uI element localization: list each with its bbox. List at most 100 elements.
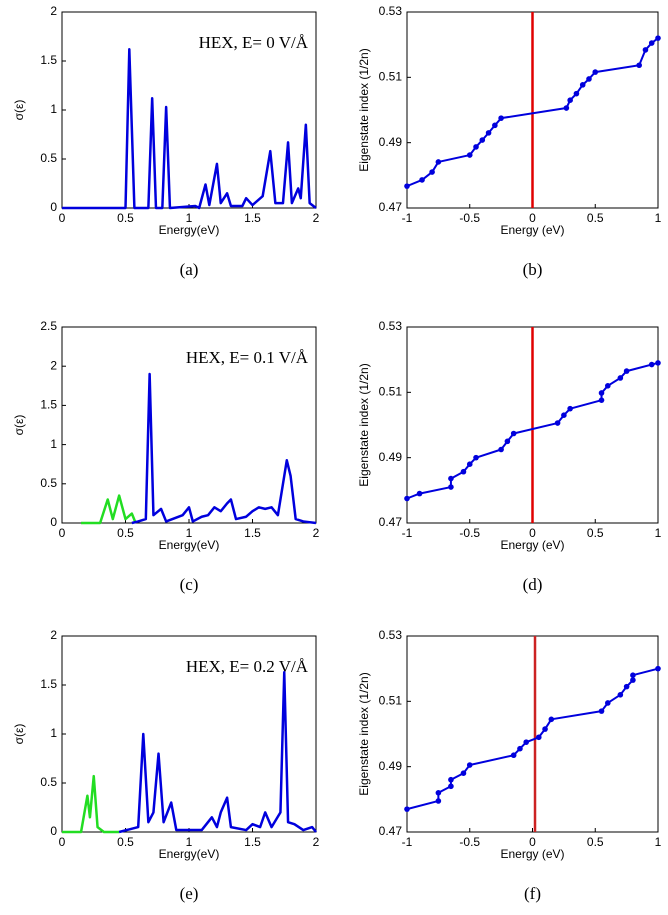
data-point — [642, 47, 649, 53]
data-point — [473, 454, 479, 461]
data-point — [605, 700, 611, 706]
x-tick-label: 0.5 — [587, 211, 604, 225]
data-point — [510, 752, 517, 759]
data-point — [510, 430, 517, 437]
x-tick-label: -0.5 — [459, 835, 480, 849]
y-tick-label: 0.53 — [379, 319, 403, 333]
x-tick-label: 2 — [313, 526, 320, 540]
data-point — [623, 683, 630, 690]
data-point — [548, 716, 555, 723]
x-tick-label: 1 — [186, 526, 193, 540]
x-tick-label: 0 — [529, 526, 536, 540]
x-tick-label: -0.5 — [459, 526, 480, 540]
y-tick-label: 0.47 — [379, 824, 403, 838]
y-tick-label: 0.49 — [379, 450, 403, 464]
y-tick-label: 2 — [50, 358, 57, 372]
data-point — [404, 183, 410, 189]
y-axis-label: Eigenstate index (1/2n) — [357, 672, 371, 795]
data-point — [598, 708, 605, 714]
data-point — [498, 115, 504, 121]
data-point — [517, 745, 523, 752]
y-tick-label: 0.47 — [379, 200, 403, 214]
data-point — [404, 495, 410, 502]
data-line — [406, 37, 659, 188]
data-point — [630, 677, 636, 683]
x-tick-label: -0.5 — [459, 211, 480, 225]
x-tick-label: 0.5 — [117, 211, 134, 225]
data-point — [435, 159, 442, 165]
data-point — [498, 446, 504, 453]
annotation: HEX, E= 0.2 V/Å — [186, 657, 309, 676]
data-line — [118, 671, 317, 834]
data-point — [416, 490, 423, 497]
data-point — [542, 726, 548, 732]
x-tick-label: 1.5 — [244, 835, 261, 849]
x-tick-label: 1.5 — [244, 526, 261, 540]
data-point — [448, 783, 454, 790]
y-tick-label: 0.5 — [40, 775, 57, 789]
x-tick-label: 0.5 — [587, 526, 604, 540]
data-point — [567, 97, 573, 103]
y-axis-label: Eigenstate index (1/2n) — [357, 363, 371, 486]
data-point — [554, 420, 561, 426]
y-tick-label: 0.5 — [40, 151, 57, 165]
x-tick-label: 2 — [313, 835, 320, 849]
x-axis-label: Energy(eV) — [159, 847, 220, 861]
data-point — [466, 461, 473, 468]
data-point — [563, 105, 570, 111]
x-tick-label: 0.5 — [117, 835, 134, 849]
y-tick-label: 0.51 — [379, 70, 403, 84]
panel-caption: (d) — [523, 575, 543, 594]
y-axis-label: σ(ε) — [12, 100, 26, 121]
y-tick-label: 1 — [50, 102, 57, 116]
annotation: HEX, E= 0.1 V/Å — [186, 348, 309, 367]
data-point — [617, 375, 624, 381]
y-tick-label: 1 — [50, 726, 57, 740]
y-tick-label: 0 — [50, 824, 57, 838]
data-point — [448, 475, 454, 482]
y-tick-label: 0.49 — [379, 135, 403, 149]
data-point — [466, 762, 473, 768]
data-line — [62, 774, 120, 834]
y-tick-label: 1.5 — [40, 398, 57, 412]
data-point — [648, 361, 655, 368]
data-point — [535, 734, 542, 741]
y-axis-label: Eigenstate index (1/2n) — [357, 48, 371, 171]
x-tick-label: -1 — [402, 835, 413, 849]
x-tick-label: 1.5 — [244, 211, 261, 225]
data-line — [62, 47, 317, 210]
x-tick-label: 0 — [59, 526, 66, 540]
x-axis-label: Energy (eV) — [500, 223, 564, 237]
data-point — [429, 169, 435, 175]
data-point — [567, 405, 573, 412]
x-axis-label: Energy (eV) — [500, 847, 564, 861]
data-point — [460, 770, 467, 776]
x-tick-label: 0.5 — [587, 835, 604, 849]
y-tick-label: 2 — [50, 4, 57, 18]
data-point — [561, 412, 567, 419]
x-tick-label: 1 — [186, 211, 193, 225]
x-axis-label: Energy(eV) — [159, 223, 220, 237]
y-tick-label: 0.51 — [379, 694, 403, 708]
y-tick-label: 0.5 — [40, 476, 57, 490]
y-tick-label: 0 — [50, 200, 57, 214]
data-point — [623, 368, 630, 374]
data-point — [573, 90, 580, 97]
y-tick-label: 2 — [50, 628, 57, 642]
data-point — [448, 484, 454, 490]
y-tick-label: 1.5 — [40, 677, 57, 691]
y-tick-label: 2.5 — [40, 319, 57, 333]
x-tick-label: -1 — [402, 526, 413, 540]
data-point — [404, 806, 410, 812]
panel-caption: (f) — [524, 884, 541, 903]
panel-caption: (b) — [523, 260, 543, 279]
panel-caption: (a) — [180, 260, 199, 279]
y-tick-label: 1 — [50, 437, 57, 451]
x-tick-label: 0 — [529, 211, 536, 225]
y-tick-label: 0.51 — [379, 385, 403, 399]
x-tick-label: -1 — [402, 211, 413, 225]
data-point — [435, 798, 442, 804]
data-line — [406, 667, 659, 811]
y-axis-label: σ(ε) — [12, 724, 26, 745]
